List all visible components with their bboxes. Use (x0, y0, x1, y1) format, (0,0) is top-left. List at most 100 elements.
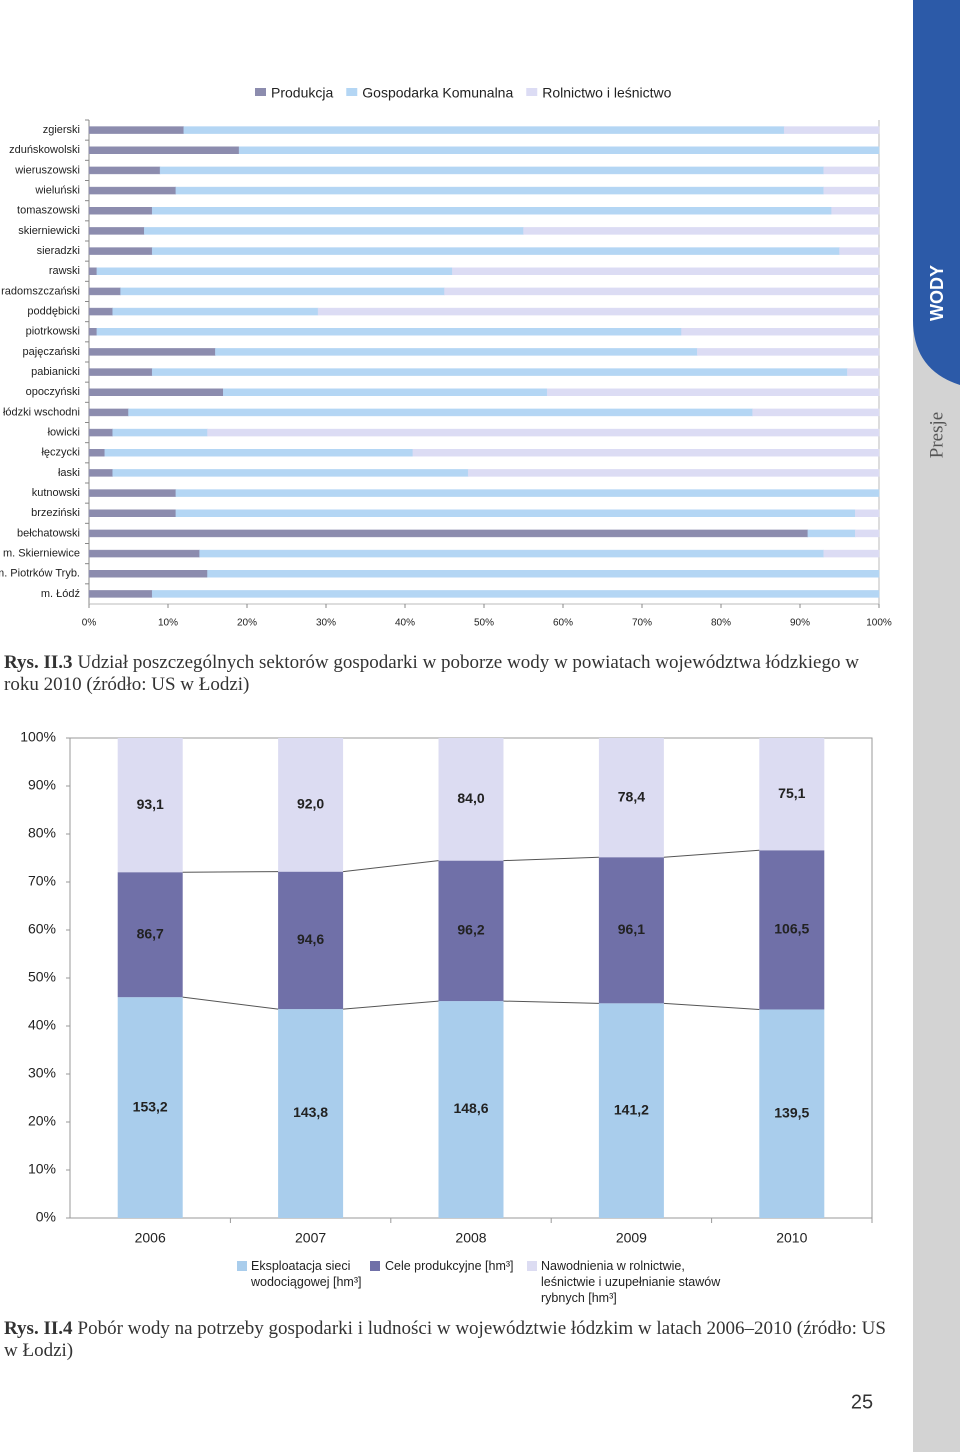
bar-segment (598, 857, 664, 1004)
bar-segment (438, 1001, 504, 1218)
bar-segment (128, 408, 753, 417)
bar-segment (438, 738, 504, 861)
bar-segment (104, 449, 414, 457)
bar-segment (752, 408, 880, 417)
data-label: 93,1 (137, 796, 164, 812)
y-tick-label: m. Piotrków Tryb. (0, 568, 80, 580)
y-tick-label: łaski (58, 467, 80, 479)
bar-segment (88, 307, 113, 316)
bar-segment (278, 738, 344, 872)
bar-segment (88, 126, 185, 134)
bar-segment (546, 388, 880, 396)
bar-segment (88, 408, 129, 417)
bar-segment (207, 428, 880, 437)
bar-segment (278, 871, 344, 1010)
y-tick-label: rawski (49, 265, 80, 277)
y-tick-label: bełchatowski (17, 527, 80, 539)
bar-segment (823, 186, 880, 195)
data-label: 96,1 (618, 921, 645, 937)
legend-swatch (237, 1261, 247, 1271)
bar-segment (117, 738, 183, 873)
data-label: 143,8 (293, 1104, 328, 1120)
y-tick-label: 50% (28, 969, 56, 985)
y-tick-label: łowicki (48, 426, 80, 438)
bar-segment (88, 368, 153, 376)
y-tick-label: łęczycki (41, 447, 80, 459)
bar-segment (88, 267, 98, 275)
bar-segment (839, 247, 880, 255)
y-tick-label: opoczyński (26, 386, 80, 398)
bar-segment (88, 529, 809, 538)
y-tick-label: tomaszowski (17, 205, 80, 217)
y-tick-label: m. Skierniewice (3, 547, 80, 559)
legend-swatch (346, 88, 358, 96)
data-label: 92,0 (297, 796, 324, 812)
y-tick-label: 90% (28, 777, 56, 793)
bar-segment (112, 307, 319, 316)
data-label: 84,0 (457, 790, 484, 806)
bar-segment (823, 549, 880, 558)
series-line (663, 849, 760, 858)
bar-segment (120, 287, 445, 296)
series-line (182, 996, 279, 1010)
bar-segment (88, 469, 113, 477)
bar-segment (117, 872, 183, 998)
bar-segment (88, 287, 121, 296)
series-line (182, 871, 279, 873)
bar-segment (88, 328, 98, 336)
y-tick-label: sieradzki (37, 245, 80, 257)
x-tick-label: 50% (474, 618, 494, 629)
x-tick-label: 10% (158, 618, 178, 629)
series-line (503, 856, 599, 862)
x-tick-label: 2008 (455, 1230, 486, 1246)
bar-segment (223, 388, 548, 396)
bar-segment (88, 247, 153, 255)
bar-segment (759, 850, 825, 1010)
bar-segment (144, 227, 524, 235)
y-tick-label: radomszczański (1, 285, 80, 297)
legend-swatch (255, 88, 266, 96)
y-tick-label: łódzki wschodni (3, 406, 80, 418)
bar-segment (759, 738, 825, 851)
x-tick-label: 20% (237, 618, 257, 629)
caption-label: Rys. II.3 (4, 652, 73, 673)
bar-segment (438, 860, 504, 1002)
x-tick-label: 70% (632, 618, 652, 629)
caption: Rys. II.4 Pobór wody na potrzeby gospodar… (4, 1318, 889, 1362)
y-tick-label: 100% (20, 729, 56, 745)
bar-segment (151, 247, 840, 255)
bar-segment (88, 449, 106, 457)
data-label: 153,2 (133, 1098, 168, 1114)
y-tick-label: 60% (28, 921, 56, 937)
bar-segment (175, 509, 856, 517)
bar-segment (452, 267, 880, 275)
caption-label: Rys. II.4 (4, 1318, 73, 1339)
bar-segment (598, 738, 664, 858)
data-label: 75,1 (778, 785, 805, 801)
y-tick-label: kutnowski (32, 487, 80, 499)
bar-segment (88, 590, 153, 598)
series-line (343, 1000, 439, 1010)
y-tick-label: pabianicki (31, 366, 80, 378)
caption: Rys. II.3 Udział poszczególnych sektorów … (4, 652, 889, 696)
bar-segment (855, 509, 880, 517)
y-tick-label: pajęczański (23, 346, 80, 358)
bar-segment (88, 388, 224, 396)
bar-segment (88, 489, 177, 497)
data-label: 141,2 (614, 1101, 649, 1117)
bar-segment (151, 590, 880, 598)
y-tick-label: m. Łódź (41, 588, 80, 600)
bar-segment (523, 227, 880, 235)
bar-segment (175, 186, 824, 195)
legend-label: Produkcja (271, 85, 333, 101)
bar-segment (183, 126, 785, 134)
y-tick-label: 10% (28, 1161, 56, 1177)
data-label: 94,6 (297, 931, 324, 947)
bar-segment (759, 1009, 825, 1218)
bar-segment (88, 166, 161, 175)
bar-segment (88, 186, 177, 195)
bar-segment (855, 529, 880, 538)
legend-swatch (370, 1261, 380, 1271)
